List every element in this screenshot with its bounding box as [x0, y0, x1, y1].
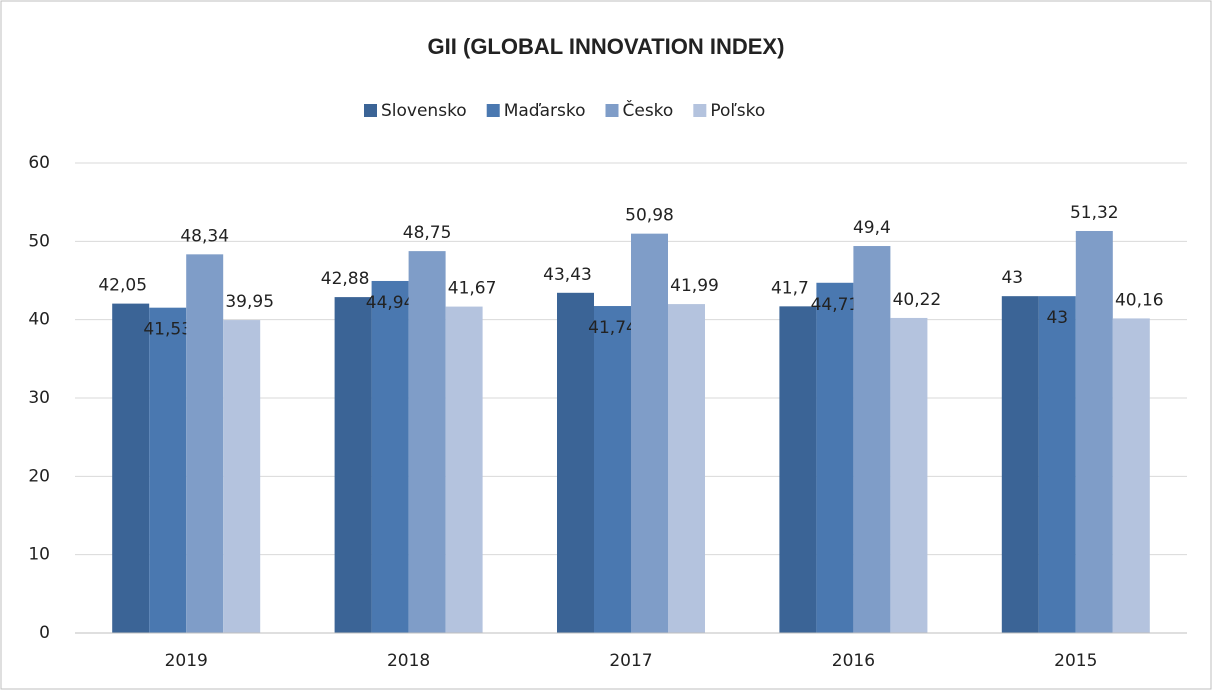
bar	[890, 317, 928, 633]
chart-title: GII (GLOBAL INNOVATION INDEX)	[428, 34, 785, 59]
data-label: 43,43	[543, 265, 592, 285]
legend: Slovensko Maďarsko Česko Poľsko	[364, 99, 765, 121]
y-tick-label: 0	[39, 623, 50, 643]
legend-swatch	[486, 104, 500, 117]
y-tick-label: 10	[28, 545, 50, 565]
bar	[594, 306, 631, 633]
bar	[1112, 318, 1150, 633]
data-label: 41,67	[448, 279, 497, 299]
data-label: 41,99	[670, 276, 719, 296]
bar	[371, 280, 409, 633]
data-label: 41,53	[143, 320, 192, 340]
bar	[668, 304, 705, 633]
bar	[334, 297, 372, 633]
data-label: 51,32	[1070, 203, 1119, 223]
bar	[1001, 296, 1039, 633]
legend-swatch	[364, 104, 377, 117]
bar	[186, 254, 224, 633]
legend-label: Maďarsko	[504, 101, 586, 121]
data-label: 40,16	[1115, 290, 1164, 310]
legend-label: Slovensko	[381, 101, 467, 121]
bar	[631, 233, 668, 633]
bar	[223, 320, 261, 633]
data-label: 40,22	[893, 290, 942, 310]
x-tick-label: 2016	[832, 651, 875, 671]
legend-label: Poľsko	[710, 101, 765, 121]
data-label: 43	[1046, 308, 1068, 328]
x-tick-label: 2019	[165, 651, 208, 671]
data-label: 49,4	[853, 218, 891, 238]
x-tick-label: 2015	[1054, 651, 1097, 671]
data-label: 50,98	[625, 206, 674, 226]
data-label: 44,94	[366, 293, 415, 313]
y-tick-label: 60	[28, 153, 50, 173]
x-tick-label: 2018	[387, 651, 430, 671]
legend-label: Česko	[623, 99, 674, 121]
data-label: 41,7	[771, 278, 809, 298]
data-label: 42,05	[98, 276, 147, 296]
data-label: 42,88	[321, 269, 370, 289]
x-tick-label: 2017	[609, 651, 652, 671]
data-label: 48,34	[180, 226, 229, 246]
bar	[816, 282, 854, 633]
data-label: 41,74	[588, 318, 637, 338]
bar	[1038, 296, 1076, 633]
y-tick-label: 30	[28, 388, 50, 408]
data-label: 44,71	[811, 295, 860, 315]
bar	[557, 292, 594, 633]
legend-swatch	[693, 104, 707, 117]
y-tick-label: 40	[28, 310, 50, 330]
bar	[853, 246, 891, 634]
y-tick-label: 50	[28, 231, 50, 251]
data-label: 43	[1001, 268, 1023, 288]
bar	[112, 303, 150, 633]
legend-swatch	[605, 104, 619, 117]
data-label: 48,75	[403, 223, 452, 243]
bar	[408, 251, 446, 633]
bar	[149, 307, 187, 633]
data-label: 39,95	[225, 292, 274, 312]
y-tick-label: 20	[28, 466, 50, 486]
bar	[779, 306, 817, 633]
bar	[445, 306, 483, 633]
bar	[1075, 230, 1113, 633]
